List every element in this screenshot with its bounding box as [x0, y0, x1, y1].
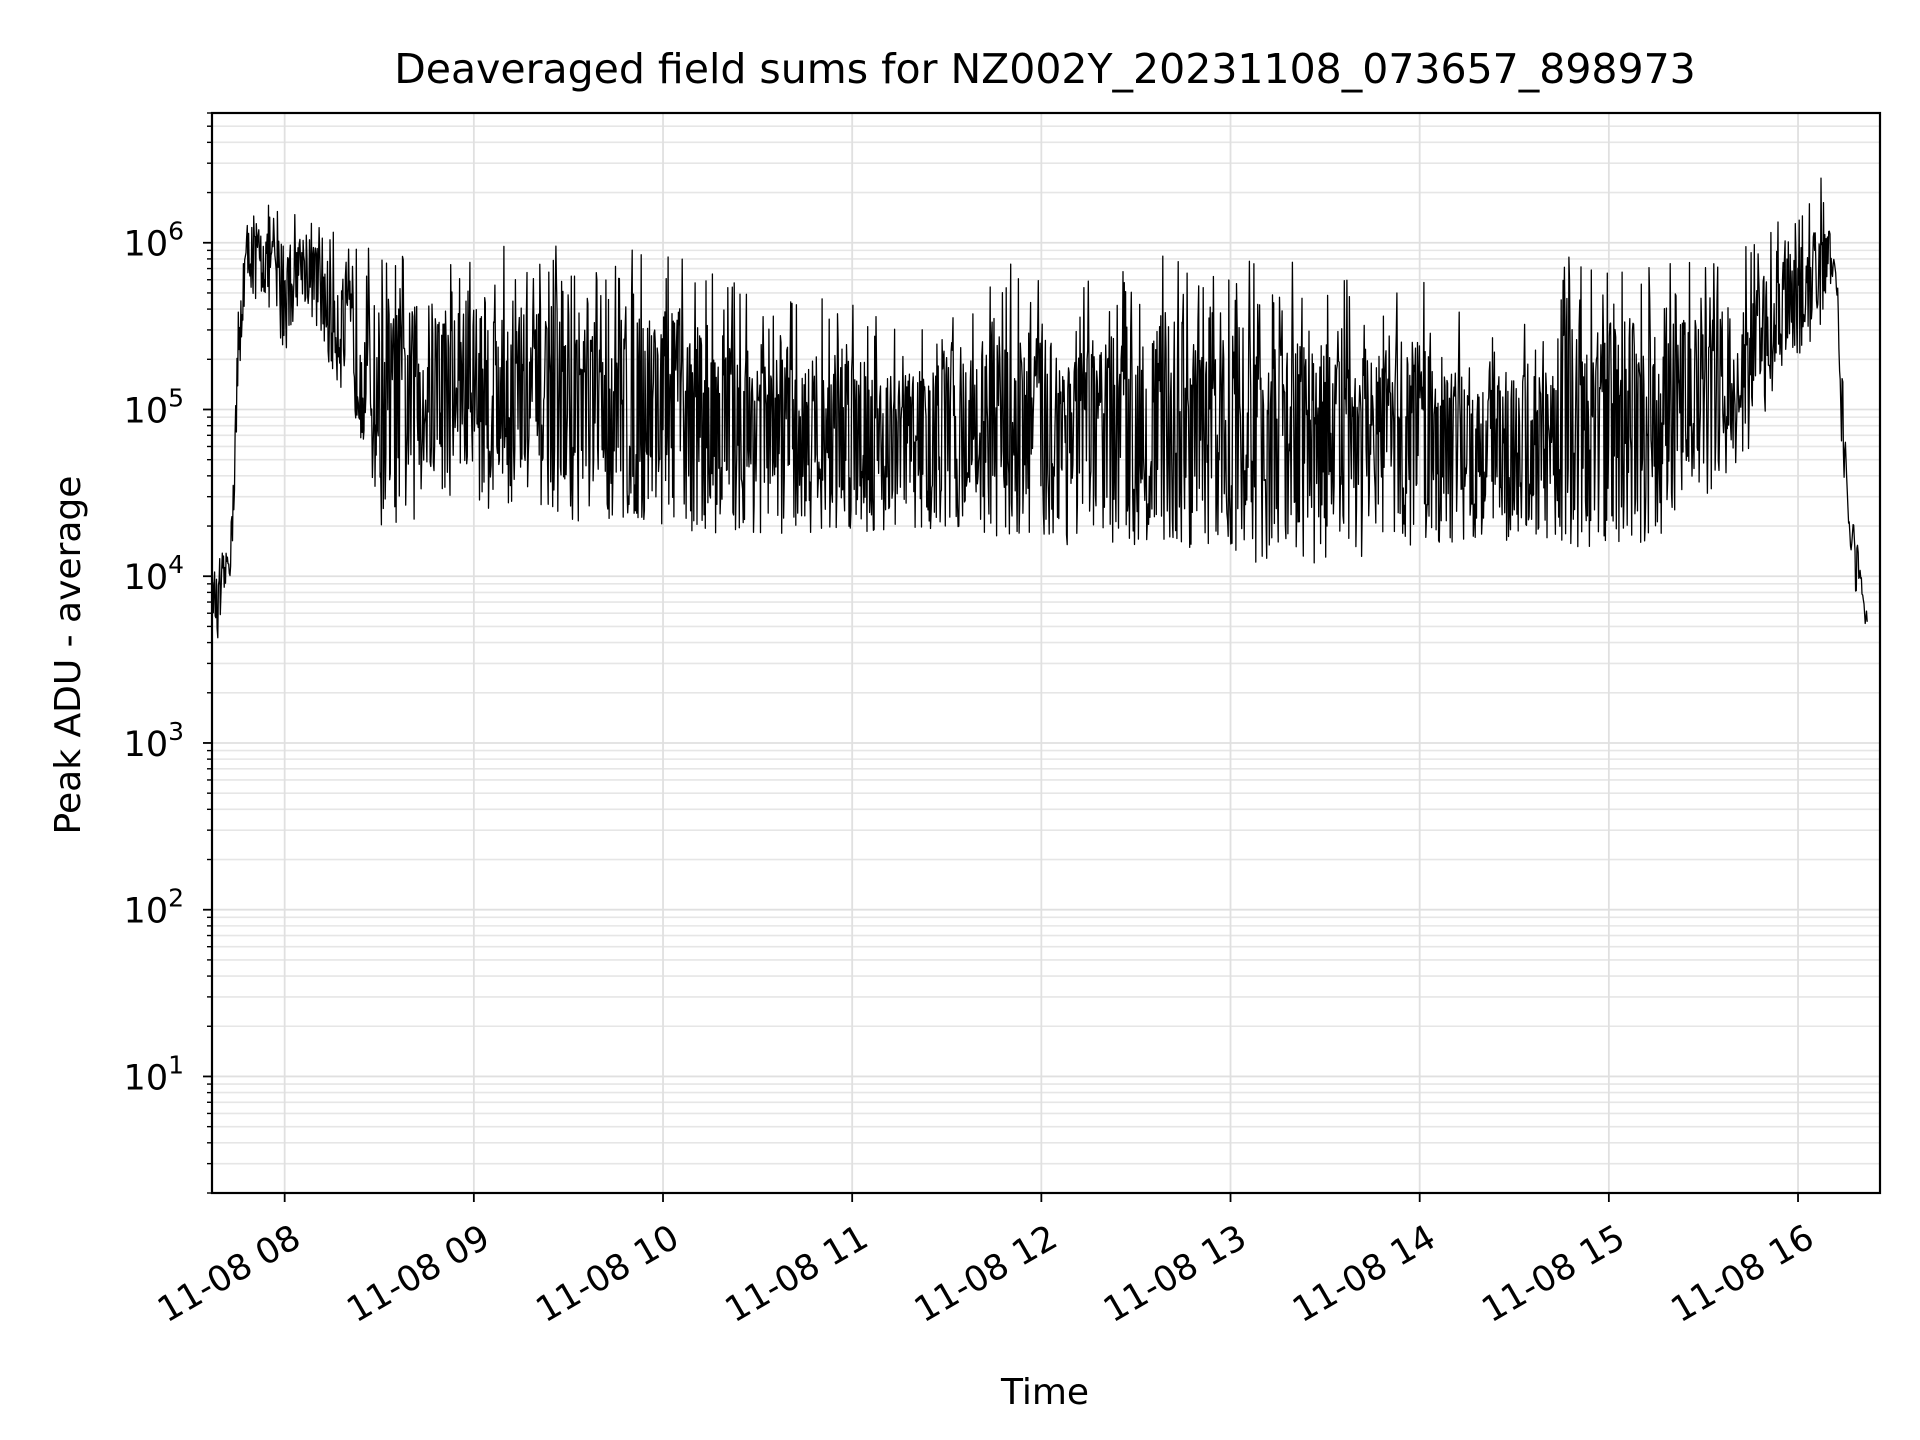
grid	[212, 112, 1880, 1194]
plot-frame	[210, 111, 1882, 1195]
y-tick-label: 101	[124, 1050, 184, 1098]
x-axis-label: Time	[1000, 1372, 1089, 1413]
y-tick-label: 104	[124, 550, 184, 598]
y-tick-label: 106	[124, 217, 184, 265]
data-series-layer	[211, 177, 1868, 639]
chart-title: Deaveraged field sums for NZ002Y_2023110…	[394, 45, 1696, 93]
axis-ticks	[203, 112, 1799, 1202]
y-tick-label: 102	[124, 884, 184, 932]
y-axis-label: Peak ADU - average	[48, 476, 89, 835]
series-line	[211, 177, 1868, 639]
y-tick-label: 105	[124, 383, 184, 431]
y-tick-label: 103	[124, 717, 184, 765]
